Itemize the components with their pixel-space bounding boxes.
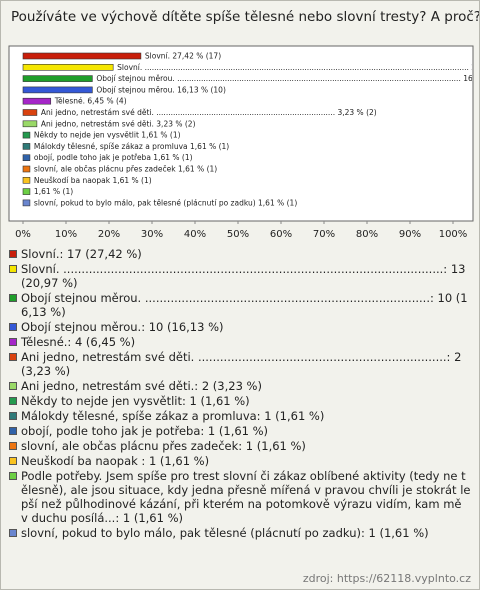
legend-label: Ani jedno, netrestám své děti.: 2 (3,23 …	[21, 379, 262, 393]
bar	[22, 199, 31, 207]
value-label: Ani jedno, netrestám své děti. 3,23 % (2…	[41, 119, 196, 128]
legend-swatch	[9, 529, 17, 537]
value-label: Obojí stejnou měrou. ...................…	[96, 74, 479, 83]
legend-swatch	[9, 382, 17, 390]
legend-label: Slovní.: 17 (27,42 %)	[21, 247, 142, 261]
legend-swatch	[9, 294, 17, 302]
legend-swatch	[9, 442, 17, 450]
x-tick-label: 100%	[439, 229, 468, 240]
legend-item: Obojí stejnou měrou.: 10 (16,13 %)	[9, 320, 471, 334]
value-label: Obojí stejnou měrou. 16,13 % (10)	[96, 85, 226, 94]
value-label: Někdy to nejde jen vysvětlit 1,61 % (1)	[34, 131, 181, 140]
bar	[22, 109, 38, 116]
legend-label: Tělesné.: 4 (6,45 %)	[21, 335, 136, 349]
bar	[22, 177, 31, 184]
legend-item: slovní, ale občas plácnu přes zadeček: 1…	[9, 439, 471, 453]
legend-item: Ani jedno, netrestám své děti. .........…	[9, 350, 471, 378]
value-label: Slovní. ................................…	[117, 63, 479, 72]
legend-label: Slovní. ................................…	[21, 262, 466, 290]
x-tick-label: 0%	[15, 229, 31, 240]
legend-swatch	[9, 412, 17, 420]
legend-item: Málokdy tělesné, spíše zákaz a promluva:…	[9, 409, 471, 423]
legend-label: Málokdy tělesné, spíše zákaz a promluva:…	[21, 409, 325, 423]
value-label: slovní, pokud to bylo málo, pak tělesné …	[34, 198, 297, 207]
legend-swatch	[9, 250, 17, 258]
bar	[22, 143, 31, 150]
value-label: slovní, ale občas plácnu přes zadeček 1,…	[34, 165, 217, 174]
legend-item: Podle potřeby. Jsem spíše pro trest slov…	[9, 469, 471, 525]
legend-label: slovní, pokud to bylo málo, pak tělesné …	[21, 526, 429, 540]
legend-item: slovní, pokud to bylo málo, pak tělesné …	[9, 526, 471, 540]
value-label: Slovní. 27,42 % (17)	[145, 52, 221, 61]
legend-swatch	[9, 353, 17, 361]
legend-swatch	[9, 457, 17, 465]
x-tick-label: 70%	[313, 229, 335, 240]
value-label: Neuškodí ba naopak 1,61 % (1)	[34, 176, 152, 185]
legend-item: Slovní. ................................…	[9, 262, 471, 290]
x-tick-label: 10%	[55, 229, 77, 240]
legend: Slovní.: 17 (27,42 %) Slovní. ...........…	[9, 247, 471, 541]
bar	[22, 97, 52, 105]
x-tick-label: 90%	[399, 229, 421, 240]
legend-swatch	[9, 323, 17, 331]
bar	[22, 120, 38, 128]
bar	[22, 52, 142, 60]
value-label: obojí, podle toho jak je potřeba 1,61 % …	[34, 153, 193, 162]
x-tick-label: 30%	[141, 229, 163, 240]
legend-label: slovní, ale občas plácnu přes zadeček: 1…	[21, 439, 306, 453]
bar	[22, 154, 31, 161]
legend-label: Obojí stejnou měrou.: 10 (16,13 %)	[21, 320, 224, 334]
x-tick-label: 40%	[184, 229, 206, 240]
legend-item: Ani jedno, netrestám své děti.: 2 (3,23 …	[9, 379, 471, 393]
legend-item: obojí, podle toho jak je potřeba: 1 (1,6…	[9, 424, 471, 438]
legend-swatch	[9, 397, 17, 405]
legend-swatch	[9, 338, 17, 346]
chart: Slovní. 27,42 % (17) Slovní. ............…	[8, 45, 479, 240]
legend-item: Někdy to nejde jen vysvětlit: 1 (1,61 %)	[9, 394, 471, 408]
legend-item: Slovní.: 17 (27,42 %)	[9, 247, 471, 261]
legend-swatch	[9, 427, 17, 435]
x-tick-label: 60%	[270, 229, 292, 240]
plot-area: Slovní. 27,42 % (17) Slovní. ............…	[22, 52, 479, 207]
source: zdroj: https://62118.vyplnto.cz	[302, 572, 471, 585]
x-tick-label: 20%	[98, 229, 120, 240]
legend-label: Neuškodí ba naopak : 1 (1,61 %)	[21, 454, 210, 468]
legend-swatch	[9, 472, 17, 480]
legend-label: Podle potřeby. Jsem spíše pro trest slov…	[21, 469, 471, 525]
legend-label: Někdy to nejde jen vysvětlit: 1 (1,61 %)	[21, 394, 250, 408]
bar	[22, 188, 31, 195]
legend-label: Ani jedno, netrestám své děti. .........…	[21, 350, 462, 378]
value-label: Málokdy tělesné, spíše zákaz a promluva …	[34, 142, 229, 151]
bar	[22, 63, 114, 71]
bar	[22, 75, 93, 82]
legend-item: Neuškodí ba naopak : 1 (1,61 %)	[9, 454, 471, 468]
legend-label: obojí, podle toho jak je potřeba: 1 (1,6…	[21, 424, 269, 438]
bar	[22, 131, 31, 139]
value-label: Tělesné. 6,45 % (4)	[54, 97, 127, 106]
legend-swatch	[9, 265, 17, 273]
bar	[22, 165, 31, 173]
value-label: Ani jedno, netrestám své děti. .........…	[41, 108, 377, 117]
bar	[22, 86, 93, 94]
legend-label: Obojí stejnou měrou. ...................…	[21, 291, 468, 319]
plot-frame	[8, 45, 474, 222]
value-label: 1,61 % (1)	[34, 187, 73, 196]
chart-title: Používáte ve výchově dítěte spíše tělesn…	[11, 9, 480, 25]
x-tick-label: 50%	[227, 229, 249, 240]
x-tick-label: 80%	[356, 229, 378, 240]
legend-item: Obojí stejnou měrou. ...................…	[9, 291, 471, 319]
legend-item: Tělesné.: 4 (6,45 %)	[9, 335, 471, 349]
